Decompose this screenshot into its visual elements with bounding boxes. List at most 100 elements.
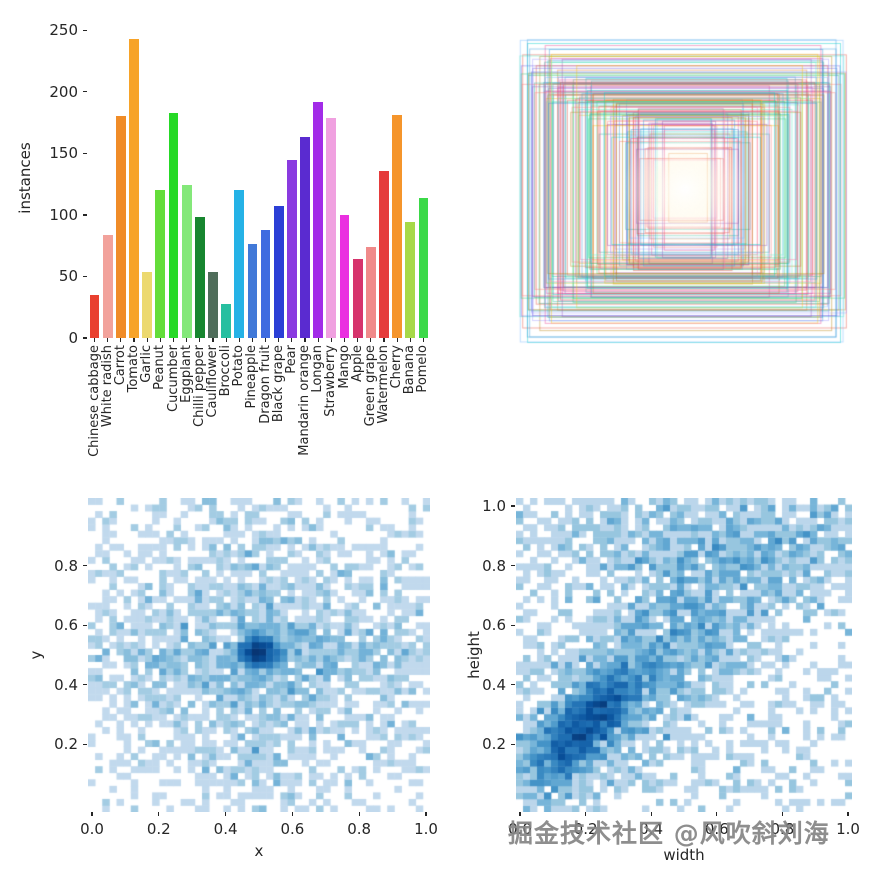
watermark: 掘金技术社区 @风吹斜刘海 [508,819,830,848]
x-tick-mark [425,812,427,816]
x-tick-mark [357,338,359,342]
x-tick-mark [422,338,424,342]
x-tick-mark [396,338,398,342]
bar [89,294,100,338]
x-tick-mark [238,338,240,342]
bar [181,185,192,338]
y-tick-mark [83,29,87,31]
category-label: Longan [310,345,326,393]
category-label: Tomato [126,345,142,393]
x-tick-mark [304,338,306,342]
category-label: Strawberry [323,345,339,417]
y-tick-label: 250 [49,21,78,40]
category-label: Black grape [270,345,286,423]
x-tick-mark [172,338,175,342]
y-tick-mark [83,743,87,745]
category-label: Apple [349,345,365,383]
y-tick-label: 50 [58,267,78,286]
category-label: Cauliflower [204,345,220,418]
x-tick-mark [146,338,148,342]
category-label: White radish [99,345,115,428]
x-tick-mark [107,338,109,342]
bar [352,259,363,338]
x-tick-mark [225,338,227,342]
x-tick-mark [409,338,411,342]
wh-heatmap-xlabel: width [663,846,705,864]
x-tick-mark [199,338,201,342]
y-tick-mark [83,275,87,278]
category-label: Chilli pepper [191,345,207,427]
x-tick-mark [847,812,849,816]
category-label: Pineapple [244,345,260,409]
x-tick-mark [212,338,214,342]
x-tick-mark [278,338,280,342]
bar [300,137,310,338]
y-tick-label: 100 [49,205,78,224]
x-tick-label: 0.8 [347,820,372,838]
bar [129,38,139,338]
bar [273,206,284,338]
x-tick-mark [343,338,346,342]
x-tick-mark [383,338,385,342]
y-tick-mark [83,565,87,567]
y-tick-mark [83,337,87,339]
bar [313,101,324,338]
y-tick-label: 1.0 [482,497,506,515]
category-label: Carrot [112,345,128,386]
category-label: Garlic [139,345,155,383]
category-label: Potato [231,345,247,387]
category-label: Mango [336,345,352,389]
y-tick-mark [511,684,515,686]
y-tick-mark [511,624,515,626]
bar [208,271,218,338]
category-label: Broccoli [218,345,234,397]
category-label: Cherry [389,345,405,389]
x-tick-label: 0.6 [280,820,305,838]
xy-heatmap-ylabel: y [27,650,45,660]
category-label: Chinese cabbage [86,345,102,457]
y-tick-label: 0.8 [482,556,506,575]
category-label: Eggplant [178,345,194,403]
category-label: Peanut [152,345,168,390]
bar [392,115,402,338]
x-tick-mark [370,338,372,342]
bar [247,244,258,338]
x-tick-mark [317,338,319,342]
y-tick-label: 0 [68,329,78,347]
bar [365,246,376,338]
xy-heatmap-canvas [88,498,430,812]
x-tick-mark [251,338,253,342]
y-tick-label: 0.8 [54,556,78,575]
bar [418,197,429,338]
y-tick-mark [511,743,515,745]
bar-chart-ylabel: instances [16,142,34,214]
x-tick-mark [330,338,332,342]
x-tick-mark [120,338,122,342]
bar [168,112,179,338]
x-tick-mark [225,812,227,816]
bar [287,159,297,338]
bar [194,217,205,338]
y-tick-label: 0.4 [54,675,78,694]
y-tick-label: 200 [49,82,78,101]
y-tick-label: 0.6 [54,616,78,635]
x-tick-mark [159,338,161,342]
xy-heatmap-xlabel: x [254,842,264,860]
x-tick-label: 0.4 [213,820,238,838]
bar [379,170,389,338]
y-tick-mark [511,565,515,567]
y-tick-label: 0.2 [482,735,506,754]
bar [260,229,271,338]
x-tick-mark [158,812,160,816]
x-tick-mark [186,338,188,342]
x-tick-mark [93,338,96,342]
bar [234,190,245,338]
y-tick-mark [83,624,87,626]
x-tick-mark [91,812,93,816]
bar [339,214,350,338]
bar [405,222,416,338]
y-tick-mark [83,91,87,93]
x-tick-mark [291,812,293,816]
y-tick-label: 0.2 [54,735,78,754]
